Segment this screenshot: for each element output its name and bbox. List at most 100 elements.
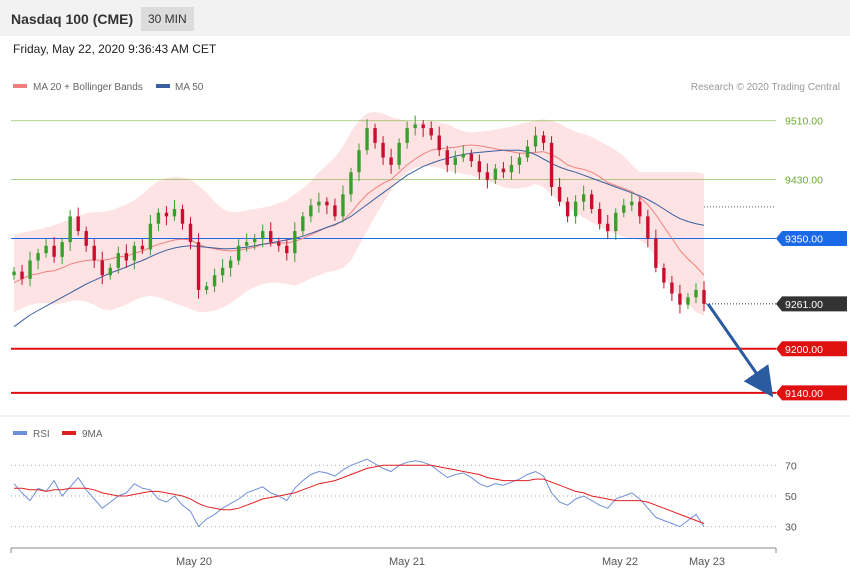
candle-body (630, 201, 634, 206)
x-tick-label: May 21 (389, 556, 425, 568)
candle-body (694, 289, 698, 298)
candle (333, 198, 337, 221)
time-axis: May 20 May 21 May 22 May 23 (10, 547, 777, 568)
candle-body (156, 212, 161, 224)
candle (533, 126, 538, 153)
candle-body (453, 157, 457, 165)
candle (293, 222, 297, 262)
candle-body (397, 142, 401, 165)
candle (413, 115, 417, 136)
candle (204, 281, 209, 295)
candle (662, 263, 666, 289)
candle-body (84, 231, 88, 246)
candle-body (36, 253, 40, 261)
candle-body (573, 201, 578, 217)
candle-body (541, 135, 546, 143)
candle-body (373, 128, 377, 143)
candle (228, 256, 233, 277)
candle-body (606, 223, 610, 232)
candle-body (68, 216, 72, 243)
candle (461, 145, 466, 162)
candle (252, 234, 257, 250)
candle (317, 192, 321, 213)
candle-body (349, 172, 353, 195)
candle (694, 283, 698, 304)
ma20-line (13, 144, 705, 284)
candle (429, 121, 433, 140)
price-tag-bg-9350.00 (776, 230, 847, 246)
ma50-line (13, 149, 705, 328)
price-tag-9430.00: 9430.00 (785, 175, 823, 187)
candle-body (461, 153, 466, 158)
candle-body (469, 153, 474, 162)
ma20-legend-swatch (13, 84, 27, 88)
candle-body (670, 282, 674, 294)
candle (557, 178, 562, 207)
candle (76, 207, 80, 236)
candle (477, 154, 482, 180)
x-tick-label: May 23 (689, 556, 725, 568)
candle (196, 233, 201, 299)
candle (597, 202, 602, 230)
candle-body (581, 194, 586, 202)
candle (397, 138, 401, 170)
forecast-arrow (706, 303, 774, 398)
candle (445, 145, 449, 173)
candle-body (325, 201, 329, 206)
candle-body (204, 286, 209, 290)
candle (285, 239, 289, 261)
candle-body (252, 238, 257, 243)
copyright-text: Research © 2020 Trading Central (691, 82, 840, 93)
price-tag-bg-9140.00 (776, 385, 847, 401)
candle-body (429, 128, 433, 136)
candle (389, 148, 393, 174)
candle (132, 241, 137, 270)
candle-body (100, 260, 104, 276)
candle-body (301, 216, 305, 232)
candle (220, 259, 225, 283)
candle (301, 211, 305, 236)
candle-body (646, 216, 650, 239)
candle-body (244, 242, 249, 246)
rsi-legend: RSI 9MA (13, 429, 103, 440)
price-tag-9510.00: 9510.00 (785, 116, 823, 128)
candle-body (589, 194, 594, 210)
candle-body (277, 242, 281, 246)
candle-body (12, 271, 16, 276)
price-legend: MA 20 + Bollinger Bands MA 50 (13, 82, 204, 93)
candle (549, 136, 554, 196)
candle-body (517, 157, 522, 165)
candle-body (614, 212, 618, 232)
candle-body (597, 209, 602, 224)
candle-body (261, 231, 265, 239)
bollinger-bands (14, 111, 704, 316)
candle-body (638, 201, 642, 217)
candle (325, 197, 329, 215)
candle-body (557, 186, 562, 202)
candle-body (180, 209, 185, 224)
candle-body (662, 267, 666, 283)
candle-body (654, 238, 658, 268)
candle (212, 268, 217, 293)
rsi-ma9-line (14, 464, 705, 524)
candle (509, 156, 514, 180)
candle-body (421, 124, 425, 129)
candle (373, 123, 377, 149)
candle (614, 208, 618, 240)
candle-body (525, 146, 530, 158)
candle-body (164, 212, 169, 217)
candle (60, 237, 64, 265)
candle (116, 246, 121, 274)
chart-header: Nasdaq 100 (CME) 30 MIN (0, 0, 850, 36)
candle (100, 251, 104, 285)
candle (589, 189, 594, 214)
candle (405, 121, 409, 149)
candle (493, 164, 498, 185)
ma50-legend-label: MA 50 (175, 82, 204, 93)
candle-body (565, 201, 570, 217)
candle (606, 214, 610, 239)
candle (541, 131, 546, 151)
candle (36, 248, 40, 270)
timeframe-button[interactable]: 30 MIN (141, 7, 194, 31)
candle-body (533, 135, 538, 147)
